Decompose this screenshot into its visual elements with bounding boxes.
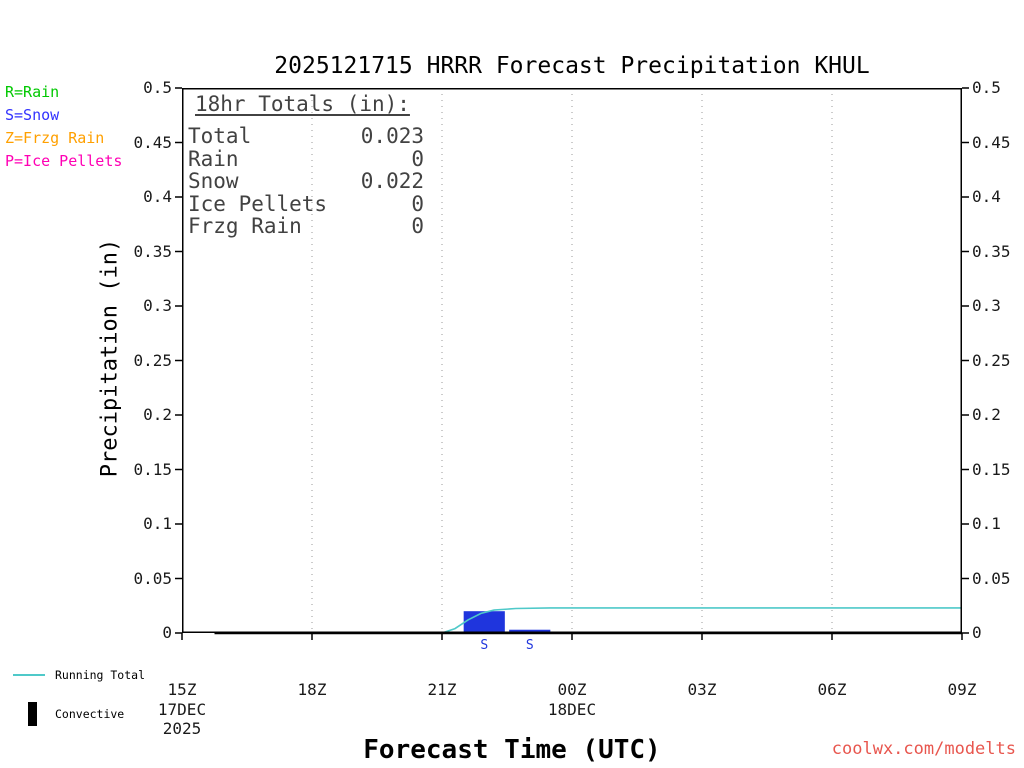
totals-value: 0 [411, 146, 424, 171]
precip-bar-snow [463, 611, 505, 633]
x-tick-label: 18Z [297, 680, 327, 699]
totals-heading: 18hr Totals (in): [195, 92, 410, 116]
convective-label: Convective [55, 707, 125, 721]
precip-bar-snow [509, 629, 551, 633]
y-tick-label-right: 0.45 [972, 132, 1011, 152]
x-tick-label: 06Z [817, 680, 847, 699]
legend-convective: Convective [28, 702, 124, 726]
y-tick-label-right: 0.15 [972, 459, 1011, 479]
running-total-line [214, 607, 962, 634]
y-tick-label-left: 0 [162, 623, 172, 642]
legend-rain: R=Rain [5, 83, 60, 101]
totals-label: Ice Pellets [188, 191, 328, 216]
precip-type-legend: R=Rain S=Snow Z=Frzg Rain P=Ice Pellets [5, 81, 122, 173]
totals-row-total: Total 0.023 [188, 125, 424, 148]
y-tick-label-right: 0.35 [972, 241, 1011, 261]
totals-row-rain: Rain 0 [188, 146, 424, 171]
x-tick-sublabel: 17DEC [157, 700, 207, 719]
totals-value: 0 [411, 214, 424, 238]
plot-frame [182, 88, 962, 633]
bar-type-letter: S [480, 638, 488, 653]
totals-box: 18hr Totals (in): Total 0.023 Rain 0 Sno… [188, 92, 424, 238]
bar-type-letter: S [526, 638, 534, 653]
convective-swatch [28, 702, 37, 726]
x-tick-sublabel: 2025 [162, 719, 202, 738]
totals-value: 0 [411, 191, 424, 216]
y-tick-label-left: 0.1 [143, 514, 172, 533]
y-tick-label-left: 0.45 [133, 132, 172, 152]
y-tick-label-left: 0.3 [143, 296, 172, 315]
y-tick-label-left: 0.25 [133, 350, 172, 370]
y-tick-label-left: 0.4 [143, 187, 172, 206]
legend-ice-pellets: P=Ice Pellets [5, 152, 123, 170]
y-tick-label-right: 0.4 [972, 187, 1001, 206]
y-tick-label-right: 0.3 [972, 296, 1001, 315]
totals-label: Total [188, 124, 252, 148]
y-tick-label-left: 0.2 [143, 405, 172, 424]
y-tick-label-right: 0.05 [972, 568, 1011, 588]
totals-label: Frzg Rain [188, 214, 302, 238]
legend-running-total: Running Total [13, 668, 145, 682]
running-total-label: Running Total [55, 668, 146, 682]
totals-label: Rain [188, 146, 239, 171]
y-tick-label-left: 0.5 [143, 78, 172, 97]
x-tick-label: 21Z [427, 680, 457, 699]
y-tick-label-right: 0.1 [972, 514, 1001, 533]
totals-value: 0.023 [360, 124, 424, 148]
totals-value: 0.022 [360, 169, 424, 193]
x-tick-label: 00Z [557, 680, 587, 699]
watermark-link[interactable]: coolwx.com/modelts [831, 739, 1016, 759]
y-tick-label-right: 0.2 [972, 405, 1001, 424]
x-tick-sublabel: 18DEC [547, 700, 597, 719]
y-tick-label-right: 0.25 [972, 350, 1011, 370]
totals-row-snow: Snow 0.022 [188, 170, 424, 193]
x-tick-label: 15Z [167, 680, 197, 699]
legend-frzg-rain: Z=Frzg Rain [5, 129, 105, 147]
totals-row-frzg-rain: Frzg Rain 0 [188, 215, 424, 238]
legend-snow: S=Snow [5, 106, 60, 124]
totals-label: Snow [188, 169, 239, 193]
x-axis-label: Forecast Time (UTC) [363, 735, 661, 765]
totals-row-ice-pellets: Ice Pellets 0 [188, 191, 424, 216]
running-total-swatch [13, 674, 45, 676]
y-tick-label-right: 0.5 [972, 78, 1001, 97]
y-tick-label-left: 0.05 [133, 568, 172, 588]
y-tick-label-left: 0.15 [133, 459, 172, 479]
y-tick-label-right: 0 [972, 623, 982, 642]
x-tick-label: 09Z [947, 680, 977, 699]
x-tick-label: 03Z [687, 680, 717, 699]
chart-title: 2025121715 HRRR Forecast Precipitation K… [274, 53, 870, 79]
y-tick-label-left: 0.35 [133, 241, 172, 261]
